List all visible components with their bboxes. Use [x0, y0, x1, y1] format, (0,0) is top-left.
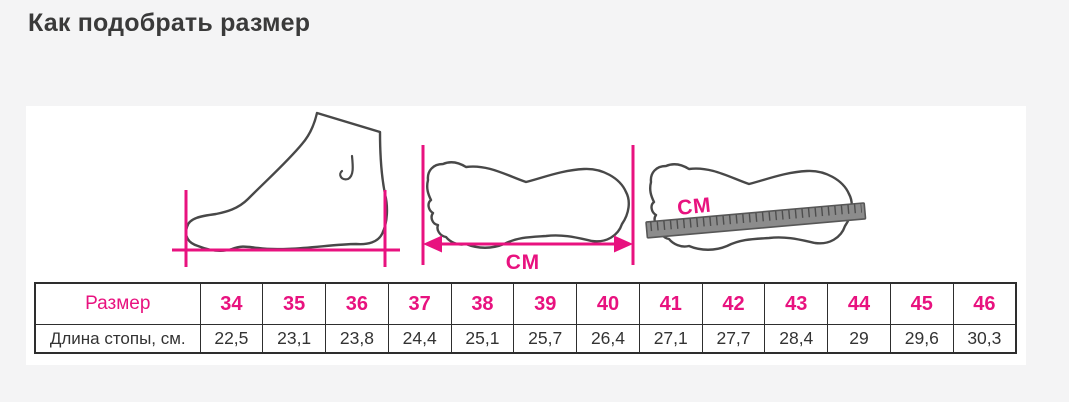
- size-cell: 35: [262, 282, 327, 325]
- size-cell: 34: [199, 282, 264, 325]
- foot-side-outline: [184, 111, 389, 253]
- length-cell: 29,6: [889, 324, 954, 354]
- ruler-icon: [645, 202, 867, 239]
- length-cell: 24,4: [387, 324, 452, 354]
- size-cell: 38: [450, 282, 515, 325]
- footprint-outline: [426, 161, 630, 249]
- ankle-detail-mark: [339, 154, 354, 181]
- length-cell: 30,3: [952, 324, 1017, 354]
- foot-measurement-illustrations: СМ СМ: [172, 111, 867, 274]
- size-cell: 42: [701, 282, 766, 325]
- footprint-ruler-illustration: СМ: [645, 163, 867, 251]
- size-table: Размер 34 35 36 37 38 39 40 41 42 43 44 …: [34, 282, 1017, 354]
- size-guide-card: СМ СМ Размер 34 35 36 37 38: [26, 106, 1026, 365]
- cm-label-ruler: СМ: [676, 194, 713, 220]
- size-cell: 40: [576, 282, 640, 325]
- length-cell: 27,7: [701, 324, 766, 354]
- size-cell: 37: [387, 282, 452, 325]
- length-row-header: Длина стопы, см.: [34, 324, 201, 354]
- length-row: Длина стопы, см. 22,5 23,1 23,8 24,4 25,…: [34, 324, 1017, 354]
- size-cell: 45: [889, 282, 954, 325]
- length-cell: 22,5: [199, 324, 264, 354]
- size-cell: 39: [513, 282, 578, 325]
- size-cell: 41: [638, 282, 703, 325]
- length-cell: 29: [827, 324, 891, 354]
- cm-label-arrow: СМ: [506, 251, 540, 274]
- foot-side-view-illustration: [172, 111, 400, 267]
- length-cell: 23,8: [325, 324, 389, 354]
- size-row-header: Размер: [34, 282, 201, 325]
- size-cell: 43: [764, 282, 829, 325]
- footprint-arrow-illustration: СМ: [421, 145, 635, 274]
- arrow-head-left-icon: [423, 235, 442, 253]
- length-cell: 25,1: [450, 324, 515, 354]
- size-row: Размер 34 35 36 37 38 39 40 41 42 43 44 …: [34, 282, 1017, 325]
- size-cell: 46: [952, 282, 1017, 325]
- size-cell: 44: [827, 282, 891, 325]
- length-cell: 28,4: [764, 324, 829, 354]
- length-cell: 23,1: [262, 324, 327, 354]
- length-cell: 27,1: [638, 324, 703, 354]
- arrow-head-right-icon: [614, 235, 633, 253]
- length-cell: 25,7: [513, 324, 578, 354]
- page-title: Как подобрать размер: [28, 9, 311, 37]
- length-cell: 26,4: [576, 324, 640, 354]
- size-cell: 36: [325, 282, 389, 325]
